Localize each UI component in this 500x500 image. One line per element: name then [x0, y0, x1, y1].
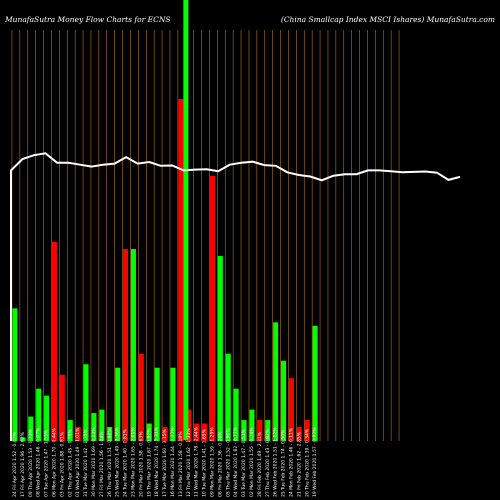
bar: [265, 420, 271, 441]
x-tick-label: 27 Fri Mar 2020 1.56 - 1.04%: [99, 431, 105, 497]
bar: [67, 420, 73, 441]
bar: [44, 395, 50, 441]
bar: [273, 322, 279, 441]
highlight-group: [183, 0, 189, 440]
price-line: [10, 152, 461, 441]
bar: [123, 249, 129, 441]
bar: [146, 423, 152, 441]
x-tick-label: 04 Wed Mar 2020 1.82 - 0.77%: [233, 426, 239, 497]
x-tick-label: 12 Thu Mar 2020 1.62 - 1.33%: [186, 428, 192, 497]
bar: [154, 367, 160, 441]
x-tick-label: 11 Wed Mar 2020 1.78 - 2.44%: [194, 426, 200, 497]
x-tick-label: 26 Thu Mar 2020 1.51 - 0.98%: [107, 428, 113, 497]
bar: [99, 409, 105, 441]
x-tick-label: 20 Fri Mar 2020 1.58 - 0.63%: [138, 431, 144, 497]
x-tick-label: 01 Wed Apr 2020 1.49 - 1.01%: [75, 427, 81, 497]
bar: [257, 420, 263, 441]
bar: [194, 423, 200, 441]
bar: [217, 256, 223, 441]
bar: [288, 378, 294, 441]
bar: [75, 427, 81, 441]
bar: [91, 413, 97, 441]
bar: [233, 388, 239, 441]
bar: [312, 325, 318, 441]
bar: [225, 353, 231, 441]
bar: [202, 423, 208, 441]
x-tick-label: 06 Fri Mar 2020 1.36 - 0.26%: [217, 431, 223, 497]
grid-lines: [11, 30, 400, 441]
bar: [162, 427, 168, 441]
x-tick-label: 17 Tue Mar 2020 1.60 - 3.15%: [162, 428, 168, 497]
x-tick-label: 18 Wed Mar 2020 1.74 - 2.31%: [154, 426, 160, 497]
x-tick-label: 24 Fri Apr 2020 1.52 - 0.02%: [12, 431, 18, 497]
x-tick-label: 25 Wed Mar 2020 1.49 - 2.36%: [115, 426, 121, 497]
chart-title-right: (China Smallcap Index MSCI Ishares) Muna…: [281, 15, 495, 24]
bar: [115, 367, 121, 441]
bar: [209, 175, 215, 441]
bar: [249, 409, 255, 441]
bar: [107, 427, 113, 441]
x-tick-label: 25 Tue Feb 2020 1.74 - 0.50%: [281, 429, 287, 497]
bar: [296, 427, 302, 441]
x-tick-label: 09 Thu Apr 2020 1.53 - 0.23%: [28, 428, 34, 497]
x-tick-label: 28 Fri Feb 2020 1.49 - 2.31%: [257, 431, 263, 497]
bar: [241, 420, 247, 441]
x-tick-label: 09 Mon Mar 2020 1.59 - 1.29%: [209, 427, 215, 497]
x-tick-label: 19 Thu Mar 2020 1.67 - 0.92%: [146, 428, 152, 497]
bar: [59, 374, 65, 441]
bar: [304, 420, 310, 441]
x-tick-label: 03 Fri Apr 2020 1.88 - 0.81%: [59, 431, 65, 497]
highlight-bar: [183, 0, 189, 440]
bar: [51, 242, 57, 441]
x-tick-label: 05 Thu Mar 2020 1.52 - 0.90%: [225, 428, 231, 497]
x-tick-label: 26 Wed Feb 2020 1.51 - 1.12%: [273, 427, 279, 497]
x-tick-label: 19 Wed Feb 2020 1.57 - 0.92%: [312, 427, 318, 497]
x-tick-label: 08 Wed Apr 2020 1.46 - 0.97%: [36, 427, 42, 497]
x-tick-label: 03 Tue Mar 2020 1.47 - 0.51%: [241, 428, 247, 497]
x-tick-label: 06 Mon Apr 2020 1.70 - 0.44%: [51, 427, 57, 497]
chart-title-left: MunafaSutra Money Flow Charts for ECNS: [4, 15, 171, 24]
x-tick-label: 02 Thu Apr 2020 1.45 - 0.76%: [67, 428, 73, 497]
x-tick-label: 07 Tue Apr 2020 1.47 - 1.53%: [44, 429, 50, 497]
bars-group: [12, 98, 318, 441]
bar: [178, 98, 184, 441]
bar: [130, 249, 136, 441]
price-line-group: [10, 152, 461, 441]
bar: [83, 364, 89, 441]
bar: [20, 437, 26, 441]
x-tick-label: 20 Thu Feb 2020 1.39 - 0.34%: [304, 428, 310, 497]
x-tick-label: 23 Mon Mar 2020 1.65 - 2.01%: [130, 427, 136, 497]
x-axis-labels: 24 Fri Apr 2020 1.52 - 0.02% 17 Fri Apr 2…: [12, 426, 318, 497]
x-tick-label: 27 Thu Feb 2020 1.43 - 0.82%: [265, 428, 271, 497]
x-tick-label: 31 Tue Mar 2020 1.42 - 0.35%: [83, 428, 89, 497]
bar: [281, 360, 287, 441]
x-tick-label: 24 Mon Feb 2020 1.46 - 0.11%: [288, 427, 294, 497]
x-tick-label: 02 Mon Mar 2020 1.55 - 0.74%: [249, 427, 255, 497]
bar: [28, 416, 34, 441]
x-tick-label: 30 Mon Mar 2020 1.69 - 0.22%: [91, 427, 97, 497]
bar: [36, 388, 42, 441]
x-tick-label: 10 Tue Mar 2020 1.41 - 1.65%: [202, 428, 208, 497]
bar: [12, 308, 18, 441]
x-tick-label: 24 Tue Mar 2020 1.40 - 0.81%: [123, 428, 129, 497]
x-tick-label: 13 Fri Mar 2020 1.58 - 0.18%: [178, 431, 184, 497]
bar: [186, 409, 192, 441]
x-tick-label: 17 Fri Apr 2020 1.96 - 2.62%: [20, 431, 26, 497]
x-tick-label: 16 Mon Mar 2020 1.44 - 0.22%: [170, 427, 176, 497]
bar: [170, 367, 176, 441]
x-tick-label: 21 Fri Feb 2020 1.62 - 2.85%: [296, 431, 302, 497]
bar: [138, 353, 144, 441]
